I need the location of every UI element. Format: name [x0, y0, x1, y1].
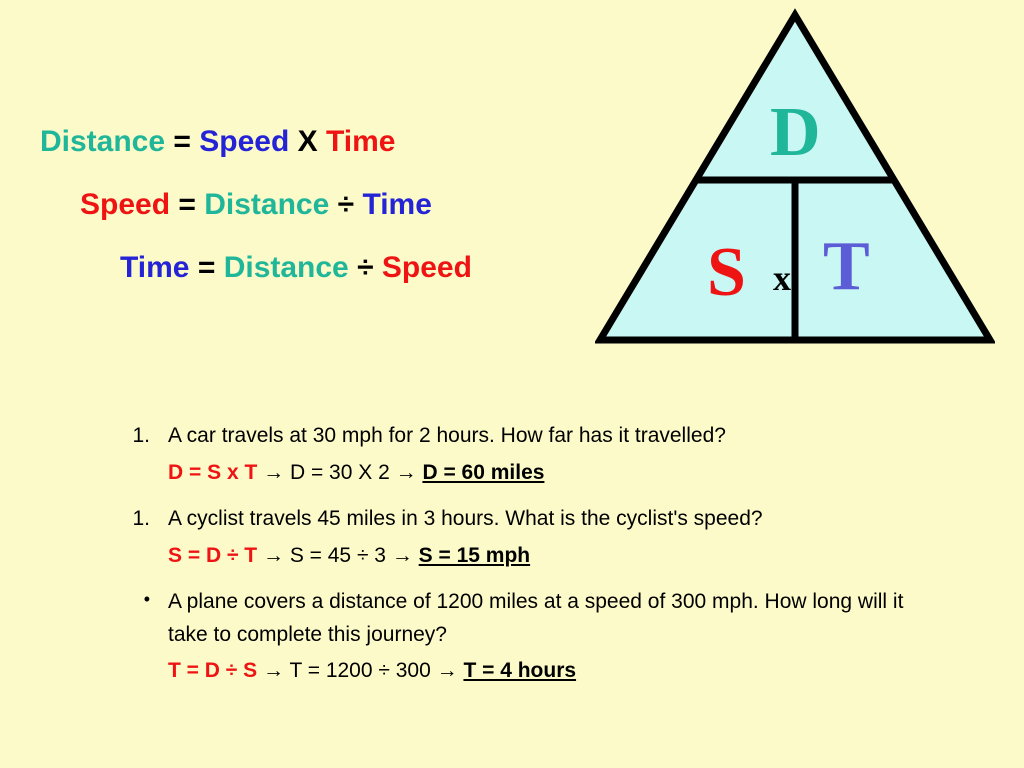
divide: ÷ — [329, 188, 362, 221]
solution-formula: S = D ÷ T — [168, 544, 257, 567]
arrow-icon: → — [431, 659, 464, 682]
solution-working: D = 30 X 2 — [290, 461, 390, 484]
formula-distance: Distance = Speed X Time — [40, 110, 472, 173]
question-text: A cyclist travels 45 miles in 3 hours. W… — [168, 503, 928, 536]
word-time: Time — [326, 125, 395, 158]
solution-formula: D = S x T — [168, 461, 257, 484]
question-text: A plane covers a distance of 1200 miles … — [168, 586, 928, 651]
word-distance: Distance — [40, 125, 165, 158]
solution-line: D = S x T → D = 30 X 2 → D = 60 miles — [168, 457, 940, 490]
word-distance: Distance — [204, 188, 329, 221]
word-speed: Speed — [199, 125, 289, 158]
problem-1: 1. A car travels at 30 mph for 2 hours. H… — [110, 420, 940, 489]
word-time: Time — [120, 251, 189, 284]
problem-3: • A plane covers a distance of 1200 miles… — [110, 586, 940, 688]
equals: = — [189, 251, 223, 284]
question-text: A car travels at 30 mph for 2 hours. How… — [168, 420, 928, 453]
problems-list: 1. A car travels at 30 mph for 2 hours. H… — [110, 420, 940, 702]
formula-time: Time = Distance ÷ Speed — [120, 236, 472, 299]
formula-speed: Speed = Distance ÷ Time — [80, 173, 472, 236]
arrow-icon: → — [257, 659, 289, 682]
triangle-letter-t: T — [823, 227, 870, 307]
arrow-icon: → — [386, 544, 419, 567]
solution-answer: D = 60 miles — [422, 461, 544, 484]
problem-2: 1. A cyclist travels 45 miles in 3 hours.… — [110, 503, 940, 572]
solution-answer: S = 15 mph — [419, 544, 530, 567]
word-speed: Speed — [80, 188, 170, 221]
word-speed: Speed — [382, 251, 472, 284]
equals: = — [165, 125, 199, 158]
triangle-letter-x: x — [773, 257, 791, 299]
arrow-icon: → — [257, 461, 290, 484]
formula-block: Distance = Speed X Time Speed = Distance… — [40, 110, 472, 299]
list-marker: • — [110, 586, 150, 614]
solution-line: T = D ÷ S → T = 1200 ÷ 300 → T = 4 hours — [168, 655, 940, 688]
word-distance: Distance — [224, 251, 349, 284]
solution-working: T = 1200 ÷ 300 — [289, 659, 430, 682]
triangle-letter-d: D — [770, 93, 821, 173]
triangle-svg — [595, 5, 995, 350]
equals: = — [170, 188, 204, 221]
divide: ÷ — [349, 251, 382, 284]
triangle-letter-s: S — [707, 233, 746, 313]
solution-formula: T = D ÷ S — [168, 659, 257, 682]
list-marker: 1. — [110, 503, 150, 536]
list-marker: 1. — [110, 420, 150, 453]
dst-triangle: D S x T — [595, 5, 995, 350]
solution-answer: T = 4 hours — [463, 659, 576, 682]
times: X — [289, 125, 326, 158]
word-time: Time — [362, 188, 431, 221]
arrow-icon: → — [390, 461, 423, 484]
arrow-icon: → — [257, 544, 290, 567]
solution-line: S = D ÷ T → S = 45 ÷ 3 → S = 15 mph — [168, 540, 940, 573]
solution-working: S = 45 ÷ 3 — [290, 544, 386, 567]
